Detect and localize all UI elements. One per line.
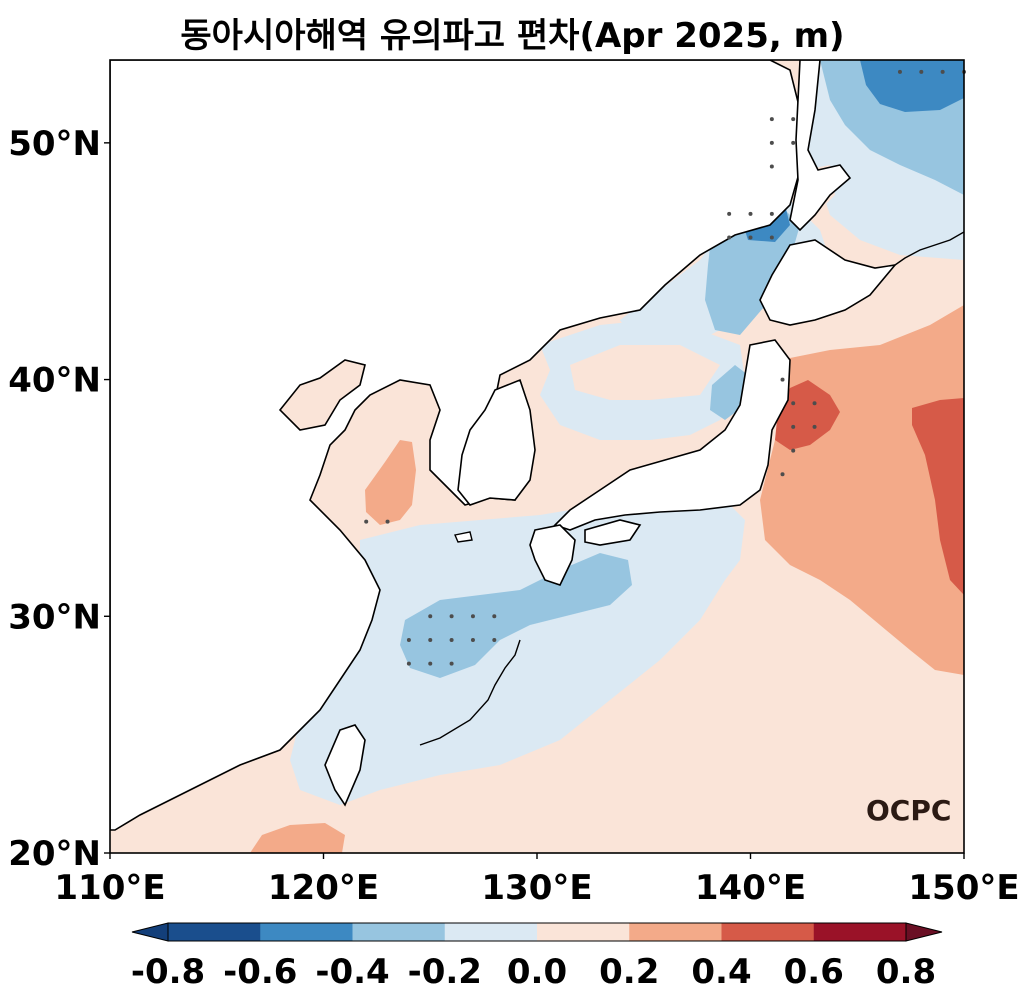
stipple-point bbox=[791, 117, 796, 122]
map-area bbox=[110, 60, 964, 853]
lon-tick-label: 120°E bbox=[268, 868, 379, 908]
stipple-point bbox=[748, 211, 753, 216]
colorbar-bin bbox=[444, 923, 538, 941]
stipple-point bbox=[769, 164, 774, 169]
lat-tick-label: 20°N bbox=[8, 834, 101, 874]
latitude-labels: 20°N 30°N 40°N 50°N bbox=[8, 124, 110, 874]
colorbar-tick-label: 0.2 bbox=[599, 952, 659, 992]
stipple-point bbox=[364, 519, 369, 524]
colorbar-bin bbox=[260, 923, 353, 941]
significance-stipples bbox=[364, 69, 966, 666]
colorbar-bin bbox=[168, 923, 261, 941]
lon-tick-label: 130°E bbox=[481, 868, 592, 908]
stipple-point bbox=[428, 637, 433, 642]
colorbar-extend-max bbox=[905, 922, 943, 942]
stipple-point bbox=[492, 614, 497, 619]
stipple-point bbox=[449, 661, 454, 666]
stipple-point bbox=[385, 519, 390, 524]
land-kuril-islands bbox=[894, 231, 964, 266]
stipple-point bbox=[940, 69, 945, 74]
stipple-point bbox=[769, 211, 774, 216]
colorbar-bin bbox=[813, 923, 907, 941]
stipple-point bbox=[449, 637, 454, 642]
east-china-sea-negative-moderate bbox=[400, 553, 632, 678]
stipple-point bbox=[492, 637, 497, 642]
land-taiwan bbox=[324, 724, 366, 807]
colorbar-tick-label: -0.4 bbox=[315, 952, 389, 992]
stipple-point bbox=[812, 424, 817, 429]
stipple-point bbox=[919, 69, 924, 74]
stipple-point bbox=[470, 637, 475, 642]
colorbar-tick-label: -0.8 bbox=[131, 952, 205, 992]
stipple-point bbox=[428, 614, 433, 619]
stipple-point bbox=[470, 614, 475, 619]
stipple-point bbox=[428, 661, 433, 666]
lat-tick-label: 50°N bbox=[8, 124, 101, 164]
colorbar-tick-label: 0.4 bbox=[691, 952, 751, 992]
land-hokkaido bbox=[759, 239, 897, 326]
stipple-point bbox=[406, 637, 411, 642]
lat-tick-label: 30°N bbox=[8, 597, 101, 637]
open-pacific-positive-strong bbox=[912, 398, 964, 595]
stipple-point bbox=[727, 235, 732, 240]
colorbar-tick-label: 0.8 bbox=[876, 952, 936, 992]
okhotsk-negative-strong bbox=[860, 60, 964, 112]
lat-tick-label: 40°N bbox=[8, 361, 101, 401]
land-shikoku bbox=[584, 519, 642, 546]
stipple-point bbox=[449, 614, 454, 619]
land-korea bbox=[457, 378, 536, 506]
stipple-point bbox=[780, 377, 785, 382]
stipple-point bbox=[791, 140, 796, 145]
stipple-point bbox=[791, 424, 796, 429]
stipple-point bbox=[791, 401, 796, 406]
stipple-point bbox=[812, 401, 817, 406]
stipple-point bbox=[897, 69, 902, 74]
land-jeju bbox=[454, 531, 473, 543]
colorbar-tick-label: -0.2 bbox=[408, 952, 482, 992]
stipple-point bbox=[791, 448, 796, 453]
lon-tick-label: 140°E bbox=[695, 868, 806, 908]
stipple-point bbox=[769, 140, 774, 145]
colorbar-bin bbox=[721, 923, 815, 941]
stipple-point bbox=[406, 661, 411, 666]
land-honshu bbox=[553, 339, 791, 531]
stipple-point bbox=[769, 235, 774, 240]
land-bohai-notch bbox=[278, 359, 366, 431]
colorbar-bin bbox=[537, 923, 630, 941]
sanriku-positive-strong bbox=[775, 380, 840, 450]
stipple-point bbox=[748, 235, 753, 240]
land-kyushu bbox=[529, 524, 576, 586]
map-title: 동아시아해역 유의파고 편차(Apr 2025, m) bbox=[180, 16, 845, 56]
colorbar: -0.8 -0.6 -0.4 -0.2 0.0 0.2 0.4 0.6 0.8 bbox=[131, 922, 943, 992]
yellow-sea-positive-moderate bbox=[365, 440, 416, 525]
lon-tick-label: 110°E bbox=[54, 868, 165, 908]
colorbar-tick-label: 0.6 bbox=[784, 952, 844, 992]
ocpc-logo: OCPC bbox=[866, 794, 952, 827]
colorbar-tick-label: 0.0 bbox=[507, 952, 567, 992]
land-ryukyu-islands bbox=[419, 639, 521, 746]
lon-tick-label: 150°E bbox=[908, 868, 1019, 908]
colorbar-extend-min bbox=[131, 922, 169, 942]
colorbar-bin bbox=[629, 923, 722, 941]
land-asia-mainland bbox=[110, 60, 801, 831]
colorbar-tick-label: -0.6 bbox=[223, 952, 297, 992]
colorbar-bin bbox=[352, 923, 446, 941]
longitude-labels: 110°E 120°E 130°E 140°E 150°E bbox=[54, 853, 1020, 908]
east-sea-positive-middle bbox=[570, 345, 720, 400]
stipple-point bbox=[769, 117, 774, 122]
colorbar-frame bbox=[167, 922, 907, 942]
stipple-point bbox=[780, 472, 785, 477]
stipple-point bbox=[727, 211, 732, 216]
land-sakhalin bbox=[789, 60, 852, 232]
south-china-sea-positive-moderate bbox=[250, 823, 345, 853]
east-china-sea-negative bbox=[290, 505, 745, 805]
